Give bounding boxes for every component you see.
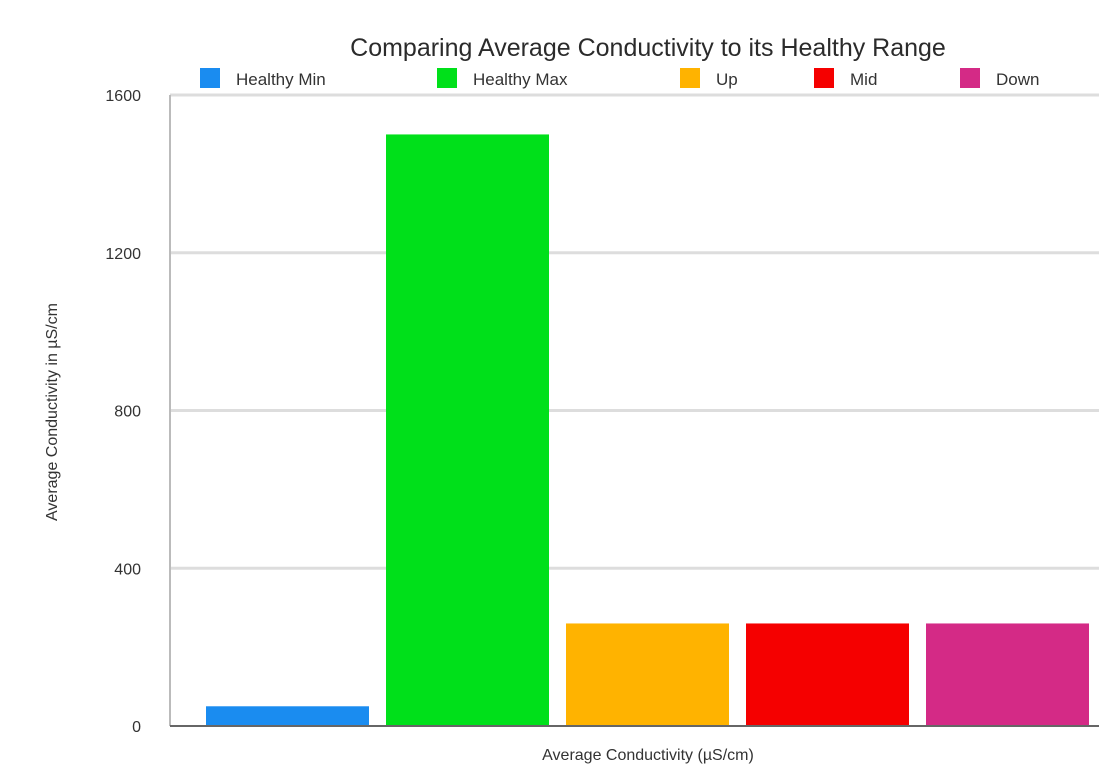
bar-down [926, 623, 1089, 726]
chart-title: Comparing Average Conductivity to its He… [350, 34, 946, 62]
bar-healthy-max [386, 134, 549, 726]
y-axis-ticks: 0 400 800 1200 1600 [105, 88, 141, 736]
legend-swatch [680, 68, 700, 88]
legend-swatch [200, 68, 220, 88]
y-tick-label: 1600 [105, 88, 141, 105]
legend-label: Healthy Max [473, 70, 568, 89]
gridlines [170, 93, 1099, 570]
legend-label: Healthy Min [236, 70, 326, 89]
legend-label: Mid [850, 70, 877, 89]
legend-swatch [960, 68, 980, 88]
y-tick-label: 0 [132, 719, 141, 736]
bar-mid [746, 623, 909, 726]
legend-label: Down [996, 70, 1039, 89]
y-tick-label: 1200 [105, 246, 141, 263]
y-tick-label: 400 [114, 561, 141, 578]
bar-healthy-min [206, 706, 369, 726]
legend-label: Up [716, 70, 738, 89]
y-tick-label: 800 [114, 404, 141, 421]
legend-swatch [437, 68, 457, 88]
legend-swatch [814, 68, 834, 88]
bar-up [566, 623, 729, 726]
bars [206, 134, 1089, 726]
axes [169, 95, 1099, 727]
legend: Healthy Min Healthy Max Up Mid Down [200, 68, 1039, 89]
y-axis-label: Average Conductivity in µS/cm [44, 303, 61, 521]
x-axis-label: Average Conductivity (µS/cm) [542, 747, 754, 764]
